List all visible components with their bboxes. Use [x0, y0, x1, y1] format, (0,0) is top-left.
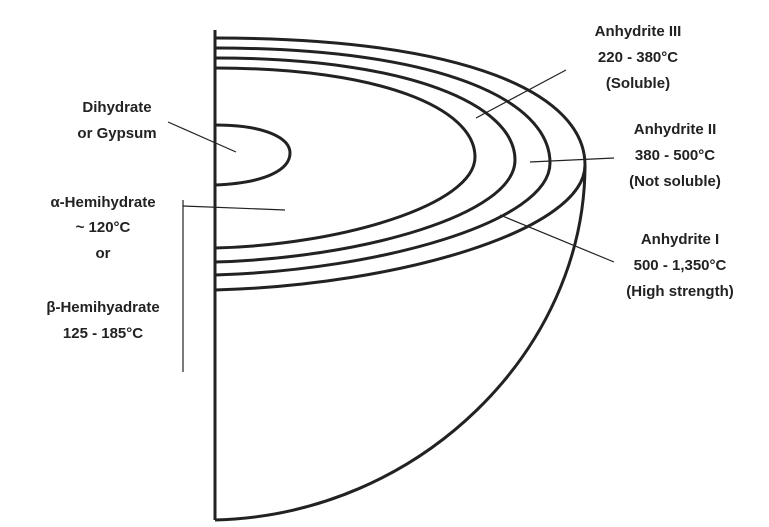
label: Anhydrite II — [634, 121, 717, 138]
label: α-Hemihydrate — [50, 194, 155, 211]
label: or Gypsum — [77, 125, 156, 142]
bowl — [215, 165, 585, 520]
leader — [183, 206, 285, 210]
ring — [215, 68, 475, 248]
label: 500 - 1,350°C — [634, 257, 727, 274]
label: Anhydrite I — [641, 231, 719, 248]
label: Anhydrite III — [595, 23, 682, 40]
label: (Not soluble) — [629, 173, 721, 190]
label: (Soluble) — [606, 75, 670, 92]
core — [215, 125, 290, 185]
label: or — [96, 245, 111, 262]
leader — [530, 158, 614, 162]
label: 220 - 380°C — [598, 49, 678, 66]
label: ~ 120°C — [76, 219, 131, 236]
labels: Dihydrate or Gypsum α-Hemihydrate ~ 120°… — [46, 23, 733, 342]
hemisphere — [215, 30, 585, 520]
label: 125 - 185°C — [63, 325, 143, 342]
leader — [500, 215, 614, 262]
label: (High strength) — [626, 283, 733, 300]
label: β-Hemihyadrate — [46, 299, 159, 316]
label: Dihydrate — [82, 99, 151, 116]
label: 380 - 500°C — [635, 147, 715, 164]
diagram: Dihydrate or Gypsum α-Hemihydrate ~ 120°… — [0, 0, 769, 527]
